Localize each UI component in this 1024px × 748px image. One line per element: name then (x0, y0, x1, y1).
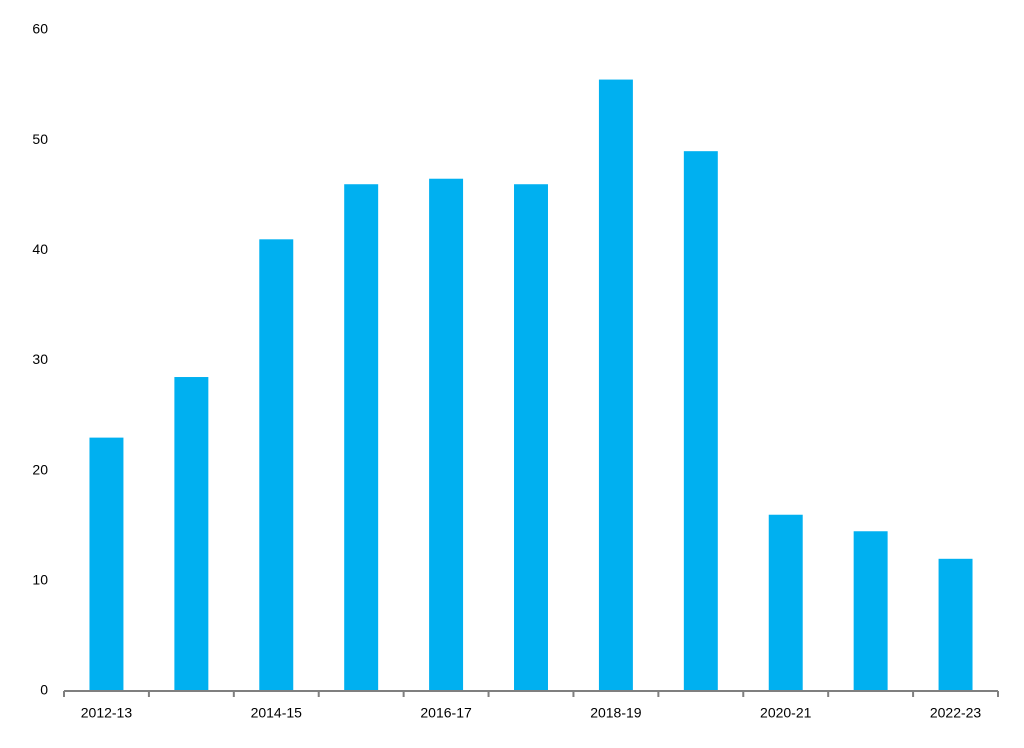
bar (259, 239, 294, 692)
bar (344, 184, 379, 691)
y-tick-label: 30 (32, 351, 48, 367)
y-tick-label: 10 (32, 572, 48, 588)
bar (683, 151, 718, 691)
y-tick-label: 50 (32, 131, 48, 147)
y-tick-label: 60 (32, 21, 48, 37)
bar (174, 377, 209, 691)
bar (853, 531, 888, 691)
bar (89, 437, 124, 691)
bar (429, 178, 464, 692)
bar (938, 558, 973, 691)
bar (598, 79, 633, 691)
x-tick-label: 2014-15 (251, 705, 303, 721)
x-tick-label: 2022-23 (930, 705, 982, 721)
bar (514, 184, 548, 691)
y-tick-label: 0 (40, 682, 48, 698)
y-tick-label: 20 (32, 461, 48, 477)
y-tick-label: 40 (32, 241, 48, 257)
bar (768, 514, 803, 691)
x-tick-label: 2012-13 (81, 705, 133, 721)
x-tick-label: 2020-21 (760, 705, 812, 721)
x-tick-label: 2018-19 (590, 705, 642, 721)
x-tick-label: 2016-17 (420, 705, 472, 721)
